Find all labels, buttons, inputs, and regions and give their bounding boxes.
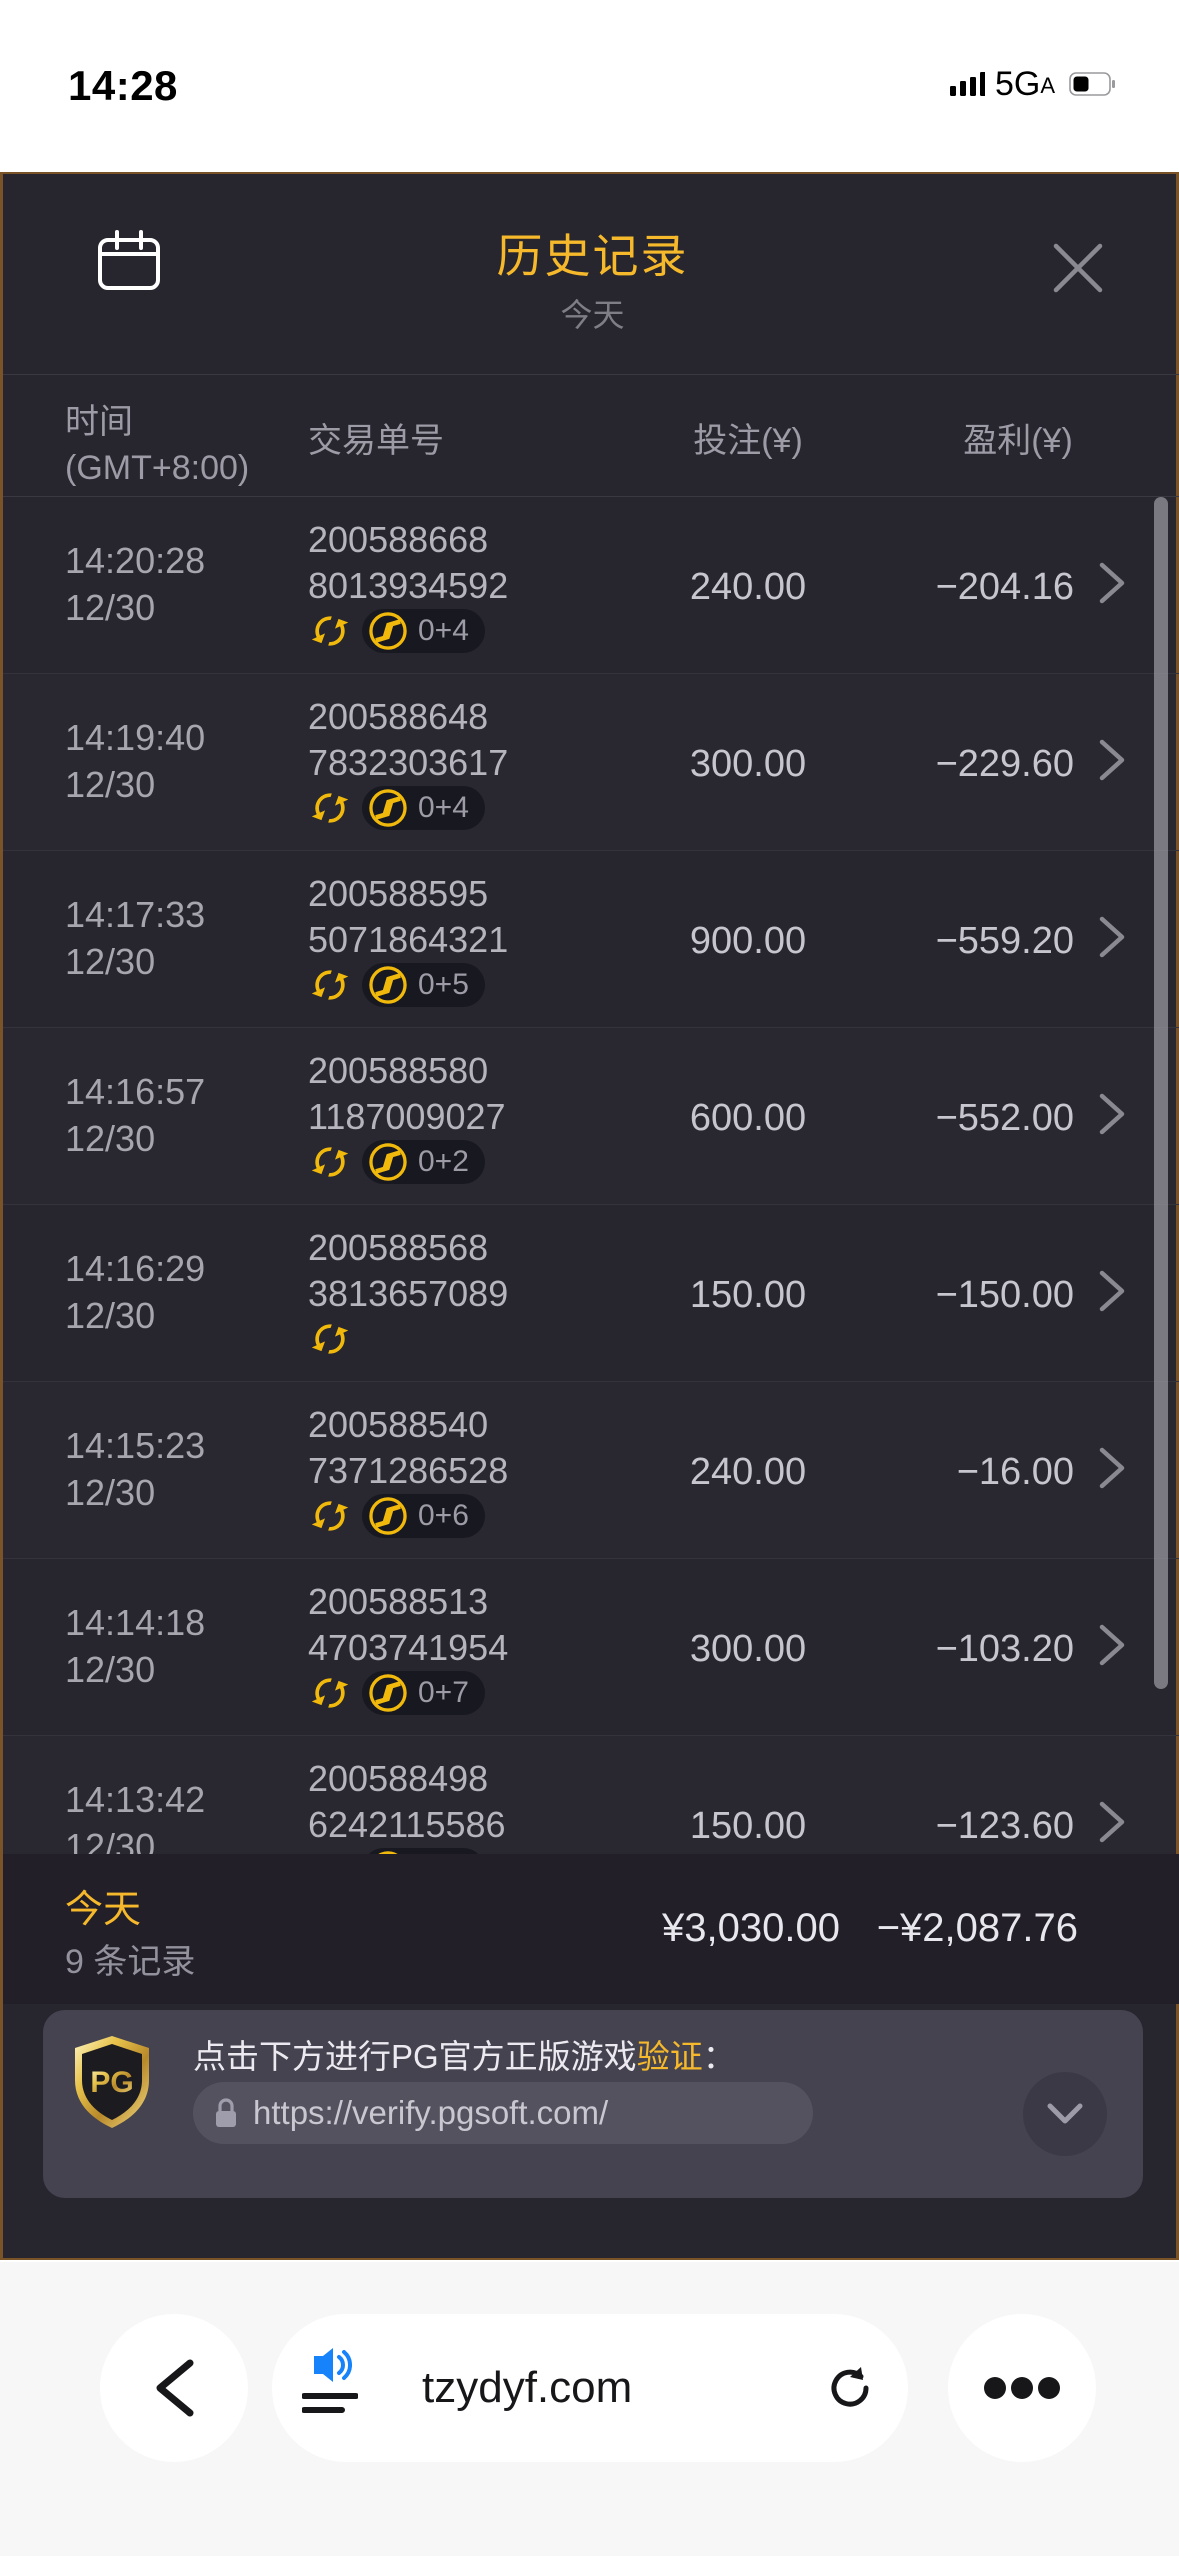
svg-text:PG: PG	[90, 2066, 133, 2099]
